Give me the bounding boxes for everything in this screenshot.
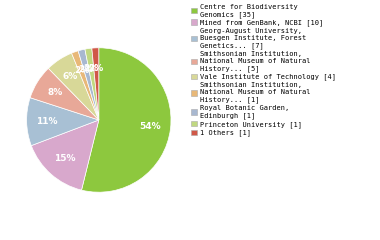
Wedge shape (31, 120, 99, 190)
Text: 2%: 2% (84, 64, 99, 73)
Text: 15%: 15% (54, 154, 75, 163)
Wedge shape (71, 51, 99, 120)
Wedge shape (85, 48, 99, 120)
Wedge shape (30, 68, 99, 120)
Text: 2%: 2% (79, 65, 94, 74)
Text: 54%: 54% (139, 122, 161, 131)
Text: 11%: 11% (36, 117, 58, 126)
Wedge shape (78, 49, 99, 120)
Text: 2%: 2% (74, 66, 89, 75)
Text: 6%: 6% (63, 72, 78, 81)
Wedge shape (92, 48, 99, 120)
Wedge shape (82, 48, 171, 192)
Wedge shape (27, 98, 99, 146)
Legend: Centre for Biodiversity
Genomics [35], Mined from GenBank, NCBI [10], Georg-Augu: Centre for Biodiversity Genomics [35], M… (190, 2, 337, 138)
Text: 8%: 8% (47, 88, 62, 97)
Wedge shape (48, 53, 99, 120)
Text: 2%: 2% (89, 64, 104, 72)
